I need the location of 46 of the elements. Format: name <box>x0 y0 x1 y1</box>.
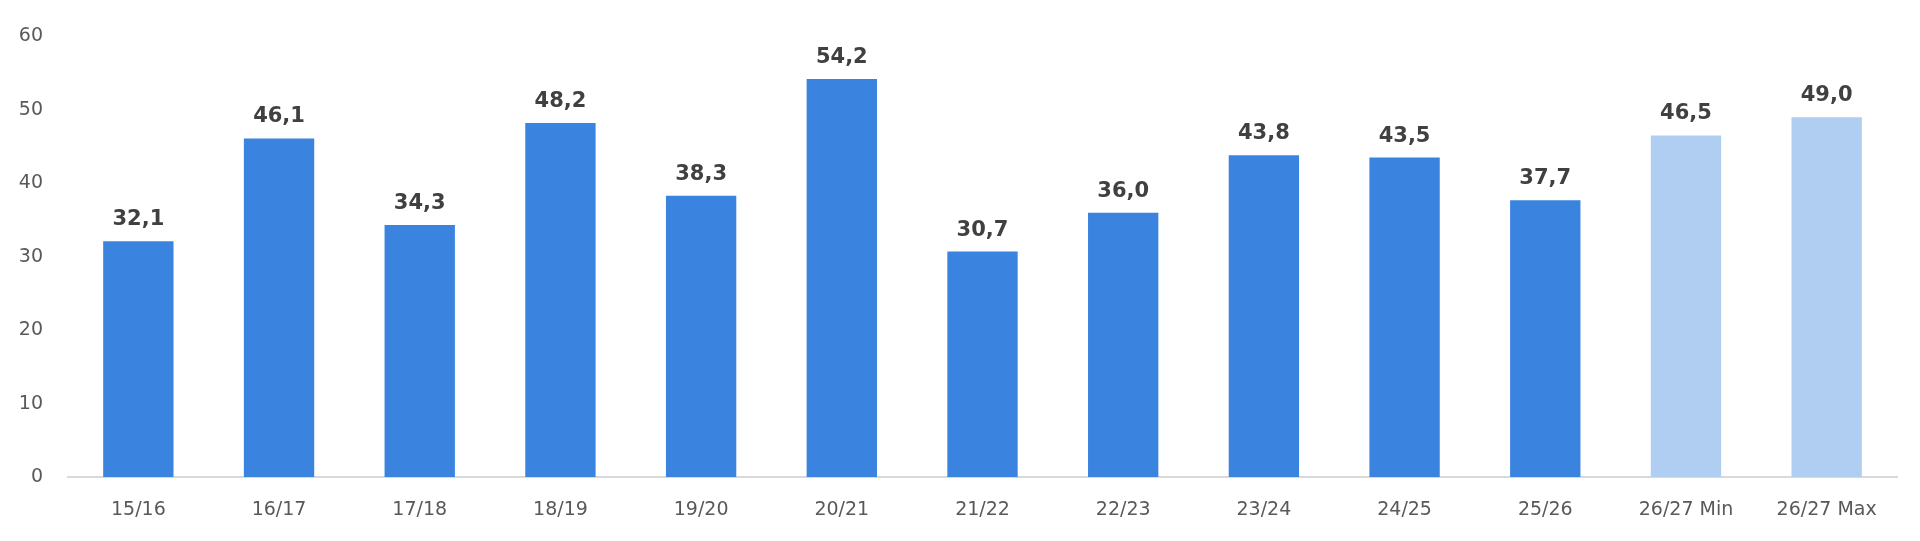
x-tick-label: 19/20 <box>673 497 729 520</box>
y-tick-label: 30 <box>18 243 43 266</box>
x-tick-label: 26/27 Min <box>1638 497 1734 520</box>
data-label: 46,5 <box>1660 100 1712 125</box>
bar <box>806 78 877 477</box>
bar <box>1228 155 1300 477</box>
x-tick-label: 15/16 <box>110 497 166 520</box>
bar <box>1791 117 1862 477</box>
data-label: 49,0 <box>1800 82 1853 107</box>
bar <box>1088 212 1159 477</box>
data-label: 36,0 <box>1097 177 1150 202</box>
x-tick-label: 26/27 Max <box>1776 497 1877 520</box>
bar <box>103 241 174 477</box>
data-label: 48,2 <box>534 88 587 112</box>
bar <box>525 123 596 477</box>
x-tick-label: 21/22 <box>955 497 1010 520</box>
x-tick-label: 16/17 <box>251 497 307 520</box>
x-tick-label: 23/24 <box>1236 497 1292 520</box>
data-label: 38,3 <box>675 160 728 185</box>
data-label: 54,2 <box>815 43 868 68</box>
x-tick-label: 24/25 <box>1377 497 1432 520</box>
y-tick-label: 50 <box>18 96 43 119</box>
y-tick-label: 10 <box>18 390 43 413</box>
x-tick-label: 22/23 <box>1095 497 1151 520</box>
y-tick-label: 0 <box>30 463 43 486</box>
x-tick-label: 25/26 <box>1517 497 1573 520</box>
bar <box>1510 200 1581 477</box>
data-label: 37,7 <box>1519 165 1572 190</box>
data-label: 32,1 <box>112 206 165 231</box>
bar <box>1650 135 1722 477</box>
bar <box>384 225 455 477</box>
data-label: 43,5 <box>1378 122 1431 147</box>
x-tick-label: 20/21 <box>814 497 870 520</box>
y-tick-label: 60 <box>18 23 43 46</box>
bar <box>665 195 737 477</box>
y-tick-label: 40 <box>18 170 43 193</box>
x-tick-label: 18/19 <box>533 497 588 520</box>
bar <box>243 138 315 477</box>
data-label: 34,3 <box>393 190 446 215</box>
bar <box>947 251 1018 477</box>
data-label: 46,1 <box>253 103 305 128</box>
x-tick-label: 17/18 <box>392 497 448 520</box>
data-label: 30,7 <box>956 216 1009 241</box>
data-label: 43,8 <box>1237 120 1290 145</box>
y-tick-label: 20 <box>18 317 43 340</box>
bar <box>1369 157 1440 477</box>
